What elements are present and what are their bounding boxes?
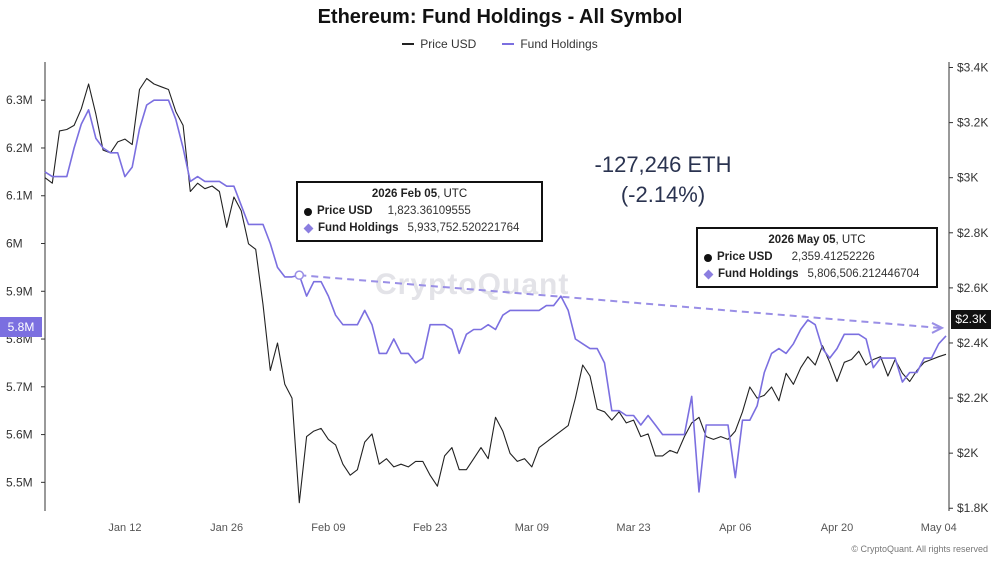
current-price-badge: $2.3K <box>951 310 991 329</box>
holdings-diamond-icon <box>703 269 714 280</box>
legend-item-price[interactable]: Price USD <box>402 37 476 51</box>
legend-label-price: Price USD <box>420 37 477 51</box>
tooltip-price-label: Price USD <box>717 251 773 263</box>
x-axis-tick-label: May 04 <box>921 522 957 534</box>
tooltip-date: 2026 May 05, UTC <box>704 232 930 249</box>
tooltip-date-suffix: , UTC <box>835 234 866 246</box>
tooltip-date-main: 2026 Feb 05 <box>371 188 438 200</box>
right-axis-tick-label: $2K <box>957 446 978 460</box>
price-usd-line <box>44 77 947 504</box>
legend-label-fund-holdings: Fund Holdings <box>520 37 598 51</box>
tooltip-may-05: 2026 May 05, UTC Price USD 2,359.41252226… <box>696 227 938 288</box>
tooltip-date: 2026 Feb 05, UTC <box>304 186 535 203</box>
tooltip-holdings-row: Fund Holdings 5,933,752.520221764 <box>303 220 535 237</box>
legend: Price USD Fund Holdings <box>0 37 1000 51</box>
right-axis-tick-label: $3.2K <box>957 116 988 130</box>
trend-start-marker <box>294 270 305 280</box>
annotation-change-pct: (-2.14%) <box>620 182 706 207</box>
legend-swatch-price <box>402 43 415 45</box>
x-axis-tick-label: Jan 26 <box>210 522 243 534</box>
trend-arrow-head-icon <box>931 322 945 334</box>
right-axis-tick-label: $2.8K <box>957 226 988 240</box>
legend-swatch-fund-holdings <box>502 43 515 45</box>
right-axis-tick-label: $3.4K <box>957 61 988 75</box>
price-dot-icon <box>704 253 712 262</box>
tooltip-holdings-row: Fund Holdings 5,806,506.212446704 <box>703 266 930 283</box>
left-axis-tick-label: 5.6M <box>6 428 33 442</box>
left-axis-tick-label: 5.9M <box>6 284 33 298</box>
annotation-change-eth: -127,246 ETH <box>594 152 732 177</box>
copyright-text: © CryptoQuant. All rights reserved <box>851 544 988 554</box>
tooltip-price-value: 1,823.36109555 <box>387 205 471 217</box>
tooltip-date-main: 2026 May 05 <box>768 234 836 246</box>
left-axis-tick-label: 6M <box>6 237 23 251</box>
right-axis-tick-label: $3K <box>957 171 978 185</box>
tooltip-price-row: Price USD 1,823.36109555 <box>304 203 535 220</box>
fund-holdings-line <box>44 99 947 493</box>
left-axis-tick-label: 5.5M <box>6 475 33 489</box>
tooltip-holdings-value: 5,806,506.212446704 <box>807 268 920 280</box>
x-axis-tick-label: Jan 12 <box>108 522 141 534</box>
tooltip-date-suffix: , UTC <box>437 188 468 200</box>
right-axis-tick-label: $2.4K <box>957 336 988 350</box>
holdings-diamond-icon <box>303 223 314 234</box>
x-axis-tick-label: Mar 09 <box>515 522 549 534</box>
tooltip-price-value: 2,359.41252226 <box>791 251 875 263</box>
legend-item-fund-holdings[interactable]: Fund Holdings <box>502 37 598 51</box>
tooltip-holdings-value: 5,933,752.520221764 <box>407 222 520 234</box>
price-dot-icon <box>304 207 312 216</box>
right-axis-tick-label: $1.8K <box>957 501 988 515</box>
right-axis-tick-label: $2.2K <box>957 391 988 405</box>
tooltip-holdings-label: Fund Holdings <box>318 222 399 234</box>
x-axis-tick-label: Feb 23 <box>413 522 447 534</box>
left-axis-tick-label: 5.7M <box>6 380 33 394</box>
x-axis-tick-label: Apr 06 <box>719 522 751 534</box>
x-axis-tick-label: Mar 23 <box>616 522 650 534</box>
current-holdings-badge: 5.8M <box>0 317 42 337</box>
left-axis-tick-label: 6.2M <box>6 141 33 155</box>
tooltip-holdings-label: Fund Holdings <box>718 268 799 280</box>
chart-title: Ethereum: Fund Holdings - All Symbol <box>317 6 683 28</box>
tooltip-price-label: Price USD <box>317 205 373 217</box>
right-axis-tick-label: $2.6K <box>957 281 988 295</box>
x-axis-tick-label: Apr 20 <box>821 522 853 534</box>
left-axis-tick-label: 6.3M <box>6 93 33 107</box>
left-axis-tick-label: 6.1M <box>6 189 33 203</box>
tooltip-feb-05: 2026 Feb 05, UTC Price USD 1,823.36109555… <box>296 181 543 242</box>
holdings-change-annotation: -127,246 ETH (-2.14%) <box>583 150 743 210</box>
tooltip-price-row: Price USD 2,359.41252226 <box>704 249 930 266</box>
x-axis-tick-label: Feb 09 <box>311 522 345 534</box>
